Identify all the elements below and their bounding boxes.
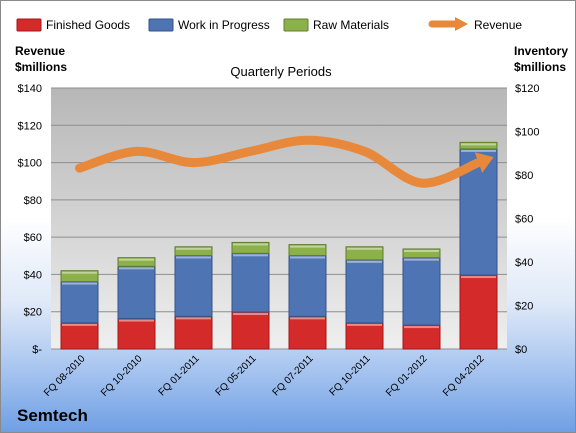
- bar-highlight: [290, 317, 325, 320]
- bar-work-in-progress: [402, 257, 441, 326]
- bar-work-in-progress: [60, 281, 99, 324]
- revenue-line-path: [75, 135, 483, 188]
- x-tick-label: FQ 01-2012: [384, 353, 430, 399]
- right-tick-label: $100: [515, 127, 539, 139]
- left-tick-label: $80: [24, 195, 42, 207]
- legend-label-revenue: Revenue: [474, 18, 522, 32]
- x-tick-label: FQ 04-2012: [441, 353, 487, 399]
- bar-finished-goods: [231, 311, 270, 350]
- legend-swatch-work-in-progress: [148, 18, 174, 32]
- left-tick-label: $120: [18, 120, 42, 132]
- bar-finished-goods: [288, 315, 327, 350]
- bar-finished-goods: [402, 324, 441, 350]
- bar-highlight: [461, 143, 496, 146]
- left-tick-label: $20: [24, 307, 42, 319]
- bar-highlight: [119, 258, 154, 261]
- bar-highlight: [176, 256, 211, 259]
- x-tick-label: FQ 08-2010: [42, 353, 88, 399]
- bar-work-in-progress: [345, 259, 384, 324]
- bar-highlight: [461, 276, 496, 279]
- bar-highlight: [119, 267, 154, 270]
- left-tick-label: $40: [24, 269, 42, 281]
- x-tick-label: FQ 07-2011: [271, 353, 316, 398]
- revenue-line: [75, 135, 494, 188]
- bar-work-in-progress: [288, 254, 327, 317]
- bar-highlight: [233, 243, 268, 246]
- bar-highlight: [347, 247, 382, 250]
- left-tick-label: $-: [32, 344, 42, 356]
- bar-raw-materials: [402, 248, 441, 259]
- bar-highlight: [233, 254, 268, 257]
- bar-highlight: [62, 271, 97, 274]
- bar-highlight: [62, 282, 97, 285]
- revenue-arrowhead: [474, 152, 494, 173]
- legend-label-raw-materials: Raw Materials: [313, 18, 389, 32]
- bar-raw-materials: [117, 257, 156, 267]
- bar-highlight: [461, 149, 496, 152]
- legend-swatch-finished-goods: [16, 18, 42, 32]
- bar-work-in-progress: [117, 265, 156, 320]
- left-tick-label: $100: [18, 158, 42, 170]
- chart-title: Quarterly Periods: [230, 64, 332, 79]
- bar-finished-goods: [345, 322, 384, 350]
- bar-raw-materials: [288, 244, 327, 256]
- bars: [60, 141, 498, 350]
- bar-highlight: [119, 319, 154, 322]
- x-tick-label: FQ 10-2011: [328, 353, 373, 398]
- right-tick-label: $60: [515, 214, 533, 226]
- bar-highlight: [176, 247, 211, 250]
- bar-finished-goods: [459, 274, 498, 350]
- left-tick-label: $60: [24, 232, 42, 244]
- bar-raw-materials: [459, 141, 498, 150]
- right-tick-label: $40: [515, 257, 533, 269]
- right-tick-label: $120: [515, 83, 539, 95]
- legend-label-work-in-progress: Work in Progress: [178, 18, 270, 32]
- bar-finished-goods: [174, 315, 213, 350]
- right-tick-label: $0: [515, 344, 527, 356]
- bar-highlight: [404, 258, 439, 261]
- left-tick-label: $140: [18, 83, 42, 95]
- left-axis-label-line1: Revenue: [15, 44, 65, 58]
- bar-highlight: [290, 256, 325, 259]
- right-tick-label: $80: [515, 170, 533, 182]
- bar-work-in-progress: [174, 254, 213, 317]
- x-tick-label: FQ 05-2011: [214, 353, 259, 398]
- bar-work-in-progress: [231, 252, 270, 313]
- x-tick-label: FQ 10-2010: [99, 353, 145, 399]
- bar-highlight: [233, 313, 268, 316]
- bar-highlight: [347, 323, 382, 326]
- bar-finished-goods: [117, 318, 156, 350]
- bar-raw-materials: [60, 270, 99, 283]
- company-name: Semtech: [17, 406, 88, 425]
- bar-highlight: [404, 249, 439, 252]
- legend-swatch-raw-materials: [283, 18, 309, 32]
- x-tick-label: FQ 01-2011: [157, 353, 202, 398]
- legend-arrow-revenue: [455, 17, 468, 31]
- right-axis-label-line1: Inventory: [514, 44, 568, 58]
- right-tick-label: $20: [515, 301, 533, 313]
- bar-highlight: [347, 260, 382, 263]
- left-axis-label-line2: $millions: [15, 60, 67, 74]
- bar-raw-materials: [345, 246, 384, 261]
- legend-label-finished-goods: Finished Goods: [46, 18, 130, 32]
- bar-highlight: [176, 317, 211, 320]
- bar-highlight: [290, 245, 325, 248]
- right-axis-label-line2: $millions: [514, 60, 566, 74]
- bar-highlight: [62, 323, 97, 326]
- bar-raw-materials: [231, 241, 270, 254]
- bar-finished-goods: [60, 322, 99, 350]
- legend: Finished Goods Work in Progress Raw Materi…: [16, 17, 522, 32]
- bar-highlight: [404, 326, 439, 329]
- bar-raw-materials: [174, 246, 213, 256]
